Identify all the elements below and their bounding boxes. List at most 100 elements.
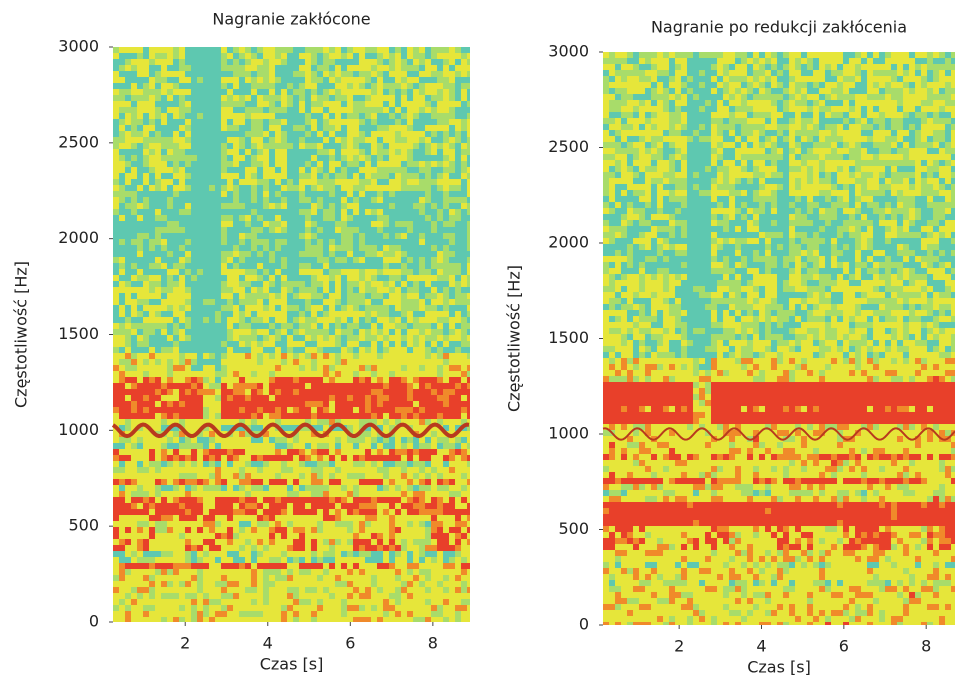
spectrogram-cell (167, 413, 173, 419)
spectrogram-cell (251, 275, 257, 281)
spectrogram-cell (275, 161, 281, 167)
spectrogram-cell (257, 173, 263, 179)
spectrogram-cell (461, 329, 467, 335)
spectrogram-cell (287, 53, 293, 59)
spectrogram-cell (335, 401, 341, 407)
spectrogram-cell (389, 521, 395, 527)
spectrogram-cell (443, 137, 449, 143)
spectrogram-cell (413, 383, 419, 389)
spectrogram-cell (377, 137, 383, 143)
spectrogram-cell (185, 299, 191, 305)
spectrogram-cell (143, 305, 149, 311)
spectrogram-cell (425, 377, 431, 383)
spectrogram-cell (437, 77, 443, 83)
spectrogram-cell (221, 401, 227, 407)
spectrogram-cell (425, 239, 431, 245)
spectrogram-cell (389, 527, 395, 533)
spectrogram-cell (233, 533, 239, 539)
spectrogram-cell (203, 203, 209, 209)
spectrogram-cell (251, 125, 257, 131)
spectrogram-cell (209, 413, 215, 419)
spectrogram-cell (449, 287, 455, 293)
spectrogram-cell (215, 491, 221, 497)
spectrogram-cell (239, 533, 245, 539)
spectrogram-cell (143, 245, 149, 251)
spectrogram-cell (239, 485, 245, 491)
spectrogram-cell (329, 113, 335, 119)
spectrogram-cell (407, 221, 413, 227)
spectrogram-cell (371, 365, 377, 371)
spectrogram-cell (167, 515, 173, 521)
spectrogram-cell (335, 131, 341, 137)
spectrogram-cell (167, 221, 173, 227)
spectrogram-cell (383, 371, 389, 377)
spectrogram-cell (179, 293, 185, 299)
spectrogram-cell (191, 257, 197, 263)
spectrogram-cell (467, 293, 470, 299)
spectrogram-cell (119, 329, 125, 335)
spectrogram-cell (257, 485, 263, 491)
spectrogram-cell (443, 461, 449, 467)
spectrogram-cell (137, 371, 143, 377)
spectrogram-cell (287, 521, 293, 527)
spectrogram-cell (305, 539, 311, 545)
spectrogram-cell (389, 449, 395, 455)
spectrogram-cell (269, 533, 275, 539)
spectrogram-cell (275, 233, 281, 239)
spectrogram-cell (311, 353, 317, 359)
spectrogram-cell (365, 401, 371, 407)
spectrogram-cell (353, 485, 359, 491)
spectrogram-cell (437, 155, 443, 161)
spectrogram-cell (413, 47, 419, 53)
spectrogram-cell (131, 245, 137, 251)
spectrogram-cell (401, 491, 407, 497)
spectrogram-cell (419, 515, 425, 521)
spectrogram-cell (449, 491, 455, 497)
spectrogram-cell (227, 203, 233, 209)
spectrogram-cell (155, 443, 161, 449)
spectrogram-cell (209, 539, 215, 545)
spectrogram-cell (305, 329, 311, 335)
spectrogram-cell (269, 449, 275, 455)
spectrogram-cell (449, 53, 455, 59)
spectrogram-cell (335, 185, 341, 191)
spectrogram-cell (113, 299, 119, 305)
spectrogram-cell (371, 521, 377, 527)
spectrogram-cell (227, 125, 233, 131)
spectrogram-cell (293, 365, 299, 371)
spectrogram-cell (263, 251, 269, 257)
spectrogram-cell (185, 239, 191, 245)
spectrogram-cell (191, 71, 197, 77)
spectrogram-cell (305, 143, 311, 149)
spectrogram-cell (413, 203, 419, 209)
spectrogram-cell (359, 251, 365, 257)
spectrogram-cell (167, 521, 173, 527)
spectrogram-cell (209, 215, 215, 221)
spectrogram-cell (143, 521, 149, 527)
spectrogram-cell (407, 215, 413, 221)
spectrogram-cell (161, 269, 167, 275)
spectrogram-cell (203, 287, 209, 293)
spectrogram-cell (407, 485, 413, 491)
spectrogram-cell (461, 449, 467, 455)
spectrogram-cell (137, 527, 143, 533)
spectrogram-cell (137, 455, 143, 461)
spectrogram-cell (185, 503, 191, 509)
spectrogram-cell (425, 473, 431, 479)
spectrogram-cell (263, 137, 269, 143)
spectrogram-cell (137, 95, 143, 101)
spectrogram-cell (311, 245, 317, 251)
spectrogram-cell (257, 191, 263, 197)
spectrogram-cell (383, 461, 389, 467)
spectrogram-cell (449, 365, 455, 371)
spectrogram-cell (269, 281, 275, 287)
spectrogram-cell (179, 77, 185, 83)
spectrogram-cell (215, 125, 221, 131)
spectrogram-cell (137, 209, 143, 215)
spectrogram-cell (317, 473, 323, 479)
spectrogram-cell (419, 173, 425, 179)
spectrogram-cell (443, 359, 449, 365)
spectrogram-cell (269, 443, 275, 449)
spectrogram-cell (281, 119, 287, 125)
spectrogram-cell (365, 125, 371, 131)
